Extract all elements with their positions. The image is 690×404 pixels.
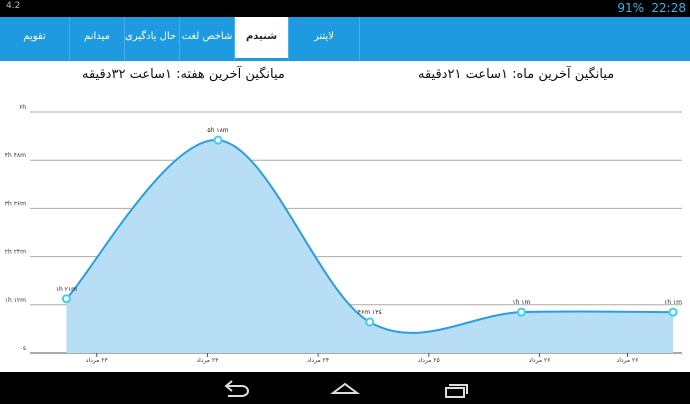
week-average: میانگین آخرین هفته: ۱ساعت ۳۲دقیقه [82,67,285,82]
x-tick-label: ۲۶ مرداد [529,357,551,364]
recents-button[interactable] [445,384,468,398]
status-left: 4.2 [6,1,21,11]
data-label: ۵h ۱۸m [207,127,228,134]
tab[interactable]: شاخص لغت [180,17,235,61]
home-button[interactable] [330,382,360,394]
back-button[interactable] [224,380,249,397]
data-label: ۱h ۱m [512,299,530,306]
clock: 22:28 [651,1,686,15]
tab[interactable]: در حال یادگیری [125,17,180,61]
y-tick-label: ۱h ۱۲m [5,297,26,304]
nav-bar [0,372,690,404]
tab[interactable]: تقویم [0,17,70,61]
chart: ۰s ۱h ۱۲m ۲h ۲۴m ۳h ۳۶m ۴h ۴۸m ۶h ۲۳ مرداد ۲۳ م… [5,104,682,364]
tab[interactable]: میدانم [70,17,125,61]
x-tick-label: ۲۳ مرداد [196,357,219,364]
tab[interactable]: لایتنر [289,17,360,61]
y-tick-label: ۲h ۲۴m [5,249,26,256]
battery: 91% [617,1,644,15]
data-point [668,307,678,317]
y-tick-label: ۳h ۳۶m [5,200,26,207]
month-average: میانگین آخرین ماه: ۱ساعت ۲۱دقیقه [418,67,615,82]
data-point [516,307,526,317]
y-tick-label: ۴h ۴۸m [5,152,26,159]
data-label: ۴۶m ۱۳s [358,309,382,316]
data-point [213,135,223,145]
line [65,139,674,334]
x-tick-label: ۲۵ مرداد [418,357,440,364]
area-fill [66,140,673,353]
data-point [61,294,71,304]
data-label: ۱h ۱m [664,299,682,306]
y-tick-label: ۶h [19,104,26,111]
data-label: ۱h ۲۱m [56,286,77,293]
x-tick-label: ۲۴ مرداد [307,357,329,364]
x-tick-label: ۲۶ مرداد [617,357,639,364]
status-bar: 4.2 91% 22:28 [0,0,690,17]
y-tick-label: ۰s [20,345,26,352]
x-tick-label: ۲۳ مرداد [86,357,109,364]
tab[interactable]: شنیدم [235,17,289,61]
data-point [365,317,375,327]
